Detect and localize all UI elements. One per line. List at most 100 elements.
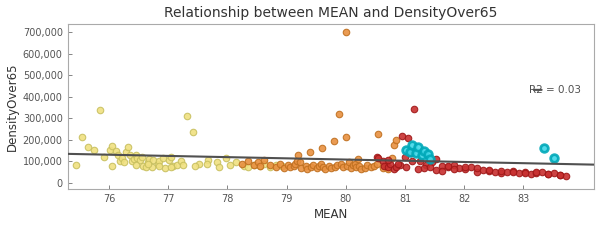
Point [139,164,148,168]
Point [496,169,506,173]
Point [238,162,247,165]
Point [443,164,452,168]
Point [265,165,275,169]
Point [106,148,115,151]
Point [313,166,322,170]
Point [508,170,518,174]
Point [290,162,300,165]
Point [334,112,344,116]
Point [419,166,429,170]
Point [449,167,458,171]
Point [194,162,204,165]
Point [425,165,434,169]
Point [389,143,399,147]
Point [117,156,127,160]
Point [417,153,427,157]
Point [326,166,336,170]
Point [350,162,359,165]
Point [112,149,121,153]
Point [249,163,259,166]
Point [121,150,130,153]
Point [352,165,361,169]
Point [389,167,399,171]
Point [437,164,446,168]
Point [188,131,198,134]
Point [95,108,105,111]
Point [89,148,99,151]
Point [168,164,178,168]
Point [77,135,87,138]
Point [484,169,494,173]
Point [502,170,512,174]
Point [317,147,327,150]
Point [341,30,350,34]
Point [391,165,401,169]
Point [214,165,223,169]
Text: R2 = 0.03: R2 = 0.03 [529,85,581,95]
Point [532,170,541,174]
Point [346,166,355,170]
Point [383,165,393,169]
Point [478,168,488,172]
Point [285,165,295,169]
Point [467,165,476,169]
Point [83,146,93,149]
Point [338,165,347,169]
Point [253,161,263,164]
Point [374,156,383,160]
Point [125,153,134,157]
Point [374,133,383,136]
Point [172,163,182,166]
Point [100,155,109,159]
Point [520,170,529,174]
Point [277,164,287,168]
Point [431,158,440,161]
Point [283,163,293,166]
Point [407,160,417,163]
Point [425,158,434,161]
Point [544,173,553,176]
Point [176,160,186,163]
Point [325,164,334,168]
Title: Relationship between MEAN and DensityOver65: Relationship between MEAN and DensityOve… [164,5,498,20]
Point [378,166,388,170]
Point [379,164,389,168]
Point [419,149,429,153]
Point [249,163,259,166]
Point [265,163,275,166]
Point [145,158,154,161]
Point [395,163,405,166]
Point [212,161,221,164]
Point [391,138,401,142]
Point [292,160,302,163]
Point [166,165,176,169]
Point [203,158,213,162]
Point [421,163,431,166]
Point [514,171,523,175]
Point [381,164,391,168]
Point [314,164,324,168]
Point [295,161,304,164]
Point [182,114,192,118]
Point [561,175,571,178]
Point [437,169,446,173]
Point [164,158,174,162]
Point [407,143,417,147]
Point [107,164,117,168]
Point [178,163,188,166]
Point [202,162,211,165]
Point [329,139,339,143]
Point [302,167,312,171]
Point [443,165,452,169]
X-axis label: MEAN: MEAN [314,208,348,222]
Point [131,153,140,157]
Point [508,169,518,173]
Point [255,164,265,168]
Point [411,151,421,155]
Point [413,167,423,171]
Point [239,164,249,168]
Point [401,148,411,151]
Point [131,163,140,166]
Point [387,156,397,160]
Point [393,162,403,165]
